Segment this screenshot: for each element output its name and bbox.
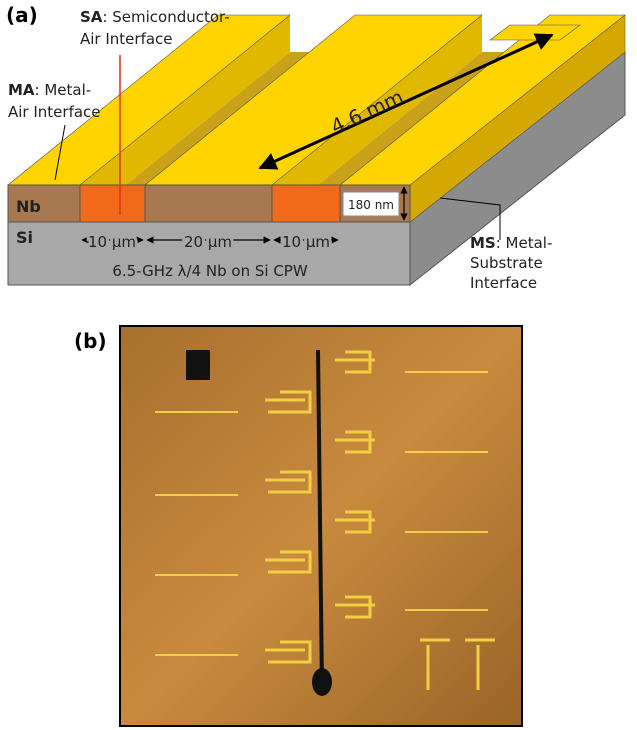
caption: 6.5-GHz λ/4 Nb on Si CPW (112, 262, 308, 280)
width-label: 20 μm (184, 233, 232, 251)
ma-label: MA: Metal- (8, 81, 91, 99)
figure: (a) SA: Semiconductor- Air Interface MA:… (0, 0, 637, 730)
text: : Metal- (35, 81, 92, 99)
ms-label: Substrate (470, 254, 543, 272)
sa-label: SA: Semiconductor- (80, 8, 230, 26)
abbr: MS (470, 234, 496, 252)
width-label: 10 μm (88, 233, 136, 251)
text: : Semiconductor- (102, 8, 229, 26)
abbr: SA (80, 8, 103, 26)
panel-label: (a) (6, 3, 38, 27)
panel-label: (b) (74, 329, 107, 353)
chip-photo (120, 326, 522, 726)
text: : Metal- (496, 234, 553, 252)
sa-label: Air Interface (80, 30, 173, 48)
ms-label: MS: Metal- (470, 234, 552, 252)
abbr: MA (8, 81, 35, 99)
layer-label: Nb (16, 197, 41, 216)
ma-label: Air Interface (8, 103, 101, 121)
ms-label: Interface (470, 274, 537, 292)
layer-label: Si (16, 228, 33, 247)
thickness-label: 180 nm (348, 198, 394, 212)
width-label: 10 μm (282, 233, 330, 251)
